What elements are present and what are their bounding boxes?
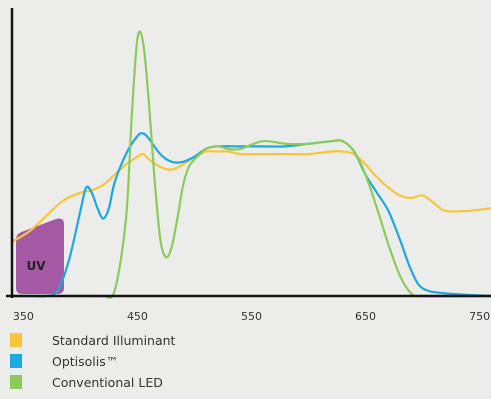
- x-tick-label: 550: [241, 310, 262, 323]
- spectrum-chart: UV 350 450 550 650 750: [6, 8, 491, 323]
- legend-swatch: [10, 333, 22, 347]
- series-optisolis: [10, 132, 491, 298]
- series-lines: [10, 30, 491, 299]
- legend-swatch: [10, 354, 22, 368]
- uv-region: [16, 218, 64, 294]
- axes: [6, 8, 491, 298]
- legend: Standard Illuminant Optisolis™ Conventio…: [10, 330, 175, 393]
- x-tick-label: 650: [355, 310, 376, 323]
- x-tick-labels: 350 450 550 650 750: [13, 310, 490, 323]
- legend-label: Conventional LED: [52, 374, 163, 390]
- uv-annotation: UV: [16, 218, 64, 294]
- uv-label: UV: [26, 259, 46, 273]
- x-tick-label: 450: [127, 310, 148, 323]
- series-standard-illuminant: [10, 150, 491, 243]
- legend-label: Optisolis™: [52, 353, 119, 369]
- x-tick-label: 350: [13, 310, 34, 323]
- legend-item-conventional-led: Conventional LED: [10, 372, 175, 392]
- legend-swatch: [10, 375, 22, 389]
- legend-item-optisolis: Optisolis™: [10, 351, 175, 371]
- legend-item-standard-illuminant: Standard Illuminant: [10, 330, 175, 350]
- legend-label: Standard Illuminant: [52, 332, 176, 348]
- x-tick-label: 750: [469, 310, 490, 323]
- series-conventional-led: [10, 30, 491, 299]
